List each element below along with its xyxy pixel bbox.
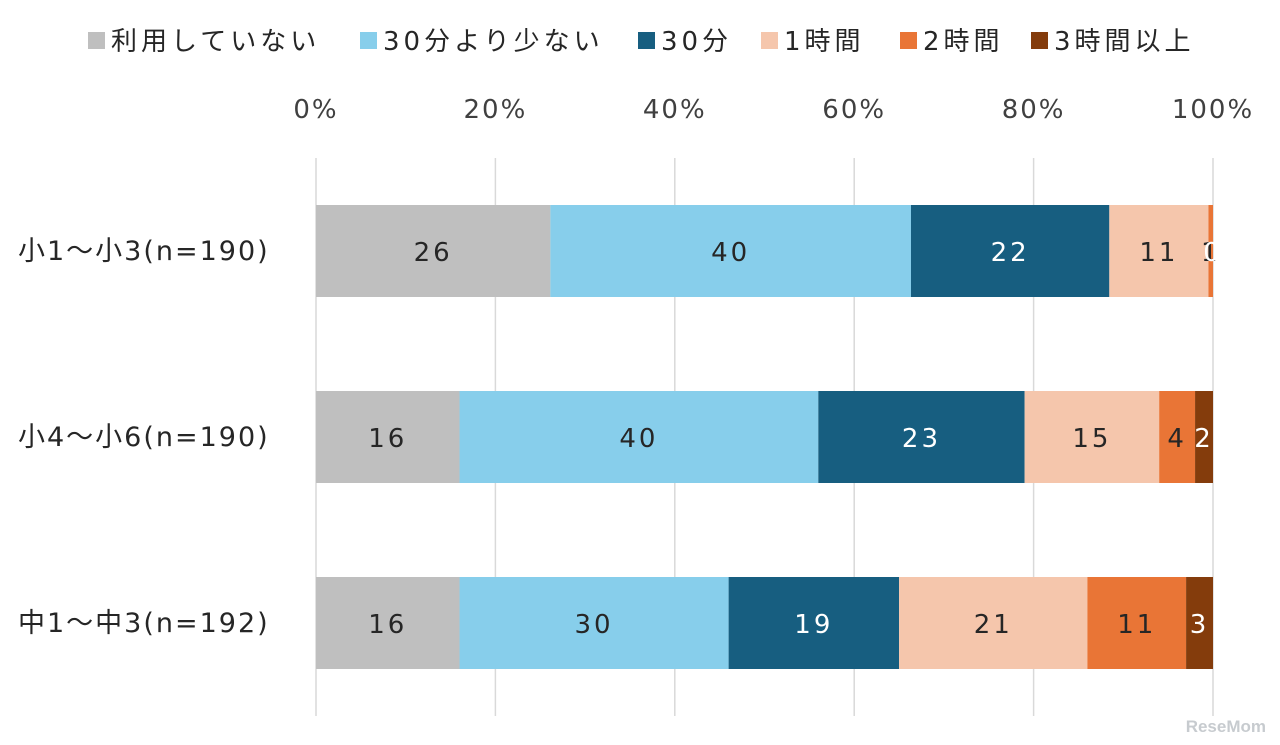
- data-label: 11: [1117, 610, 1156, 640]
- legend-swatch: [1031, 32, 1048, 49]
- bar-segment: [1186, 577, 1213, 669]
- data-label: 19: [794, 610, 833, 640]
- tick-label: 0%: [293, 95, 338, 125]
- bar-segment: [1195, 391, 1213, 483]
- tick-label: 60%: [822, 95, 886, 125]
- bar-segment: [316, 577, 460, 669]
- bar-segment: [1159, 391, 1196, 483]
- legend-item: 30分より少ない: [360, 27, 604, 57]
- data-label: 22: [991, 238, 1030, 268]
- data-label: 4: [1167, 424, 1187, 454]
- data-label: 1: [1201, 238, 1221, 268]
- legend-swatch: [360, 32, 377, 49]
- data-label: 23: [902, 424, 941, 454]
- data-label: 0: [1203, 238, 1223, 268]
- legend-item: 3時間以上: [1031, 27, 1195, 57]
- bar-segment: [910, 205, 1110, 297]
- bar-segment: [818, 391, 1025, 483]
- legend-swatch: [638, 32, 655, 49]
- legend-item: 30分: [638, 27, 732, 57]
- legend-item: 1時間: [761, 27, 865, 57]
- data-label: 40: [711, 238, 750, 268]
- bar-segment: [459, 577, 729, 669]
- data-label: 15: [1072, 424, 1111, 454]
- bar-segment: [899, 577, 1088, 669]
- legend-label: 30分: [661, 27, 732, 57]
- bar-segment: [316, 391, 460, 483]
- watermark-logo: ReseMom: [1185, 717, 1266, 736]
- data-label: 11: [1139, 238, 1178, 268]
- bar-segment: [1109, 205, 1209, 297]
- category-labels: 小1〜小3(n=190) 小4〜小6(n=190) 中1〜中3(n=192): [18, 236, 270, 639]
- data-label: 21: [974, 610, 1013, 640]
- legend-label: 3時間以上: [1054, 27, 1195, 57]
- data-label: 2: [1194, 424, 1214, 454]
- bar-segment: [728, 577, 900, 669]
- data-label: 16: [368, 424, 407, 454]
- tick-label: 20%: [464, 95, 528, 125]
- category-label: 中1〜中3(n=192): [18, 608, 270, 639]
- data-label: 26: [414, 238, 453, 268]
- legend-label: 利用していない: [111, 27, 320, 57]
- tick-label: 80%: [1002, 95, 1066, 125]
- bar-segment: [1087, 577, 1187, 669]
- legend-swatch: [761, 32, 778, 49]
- category-label: 小4〜小6(n=190): [18, 422, 270, 453]
- data-label: 3: [1190, 610, 1210, 640]
- tick-label: 40%: [643, 95, 707, 125]
- bar-segment: [316, 205, 551, 297]
- legend-swatch: [900, 32, 917, 49]
- bar-segment: [550, 205, 911, 297]
- bar-row: 16 30 19 21 11 3: [316, 577, 1213, 669]
- legend-item: 利用していない: [88, 27, 320, 57]
- data-label: 40: [619, 424, 658, 454]
- legend-label: 2時間: [923, 27, 1004, 57]
- x-axis-ticks: 0% 20% 40% 60% 80% 100%: [293, 95, 1254, 125]
- legend: 利用していない 30分より少ない 30分 1時間 2時間 3時間以上: [88, 27, 1195, 57]
- data-label: 30: [575, 610, 614, 640]
- bar-row: 26 40 22 11 10: [316, 205, 1223, 297]
- bar-segment: [1024, 391, 1160, 483]
- legend-swatch: [88, 32, 105, 49]
- category-label: 小1〜小3(n=190): [18, 236, 270, 267]
- data-label: 16: [368, 610, 407, 640]
- tick-label: 100%: [1172, 95, 1254, 125]
- legend-label: 30分より少ない: [383, 27, 604, 57]
- bar-row: 16 40 23 15 4 2: [316, 391, 1214, 483]
- legend-label: 1時間: [784, 27, 865, 57]
- legend-item: 2時間: [900, 27, 1004, 57]
- bar-segment: [459, 391, 819, 483]
- bar-segment: [1208, 205, 1213, 297]
